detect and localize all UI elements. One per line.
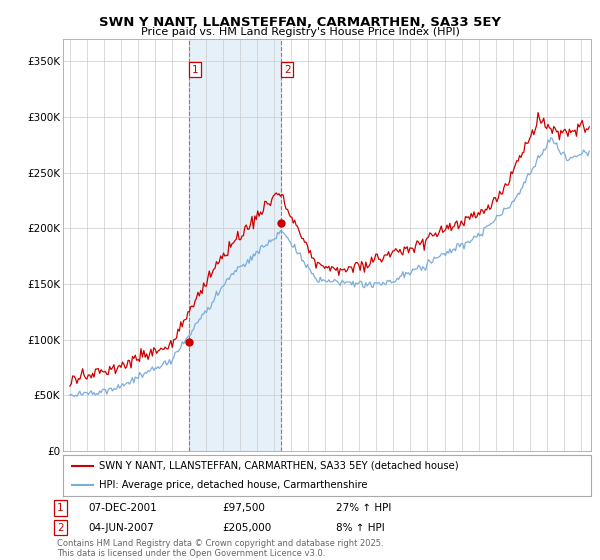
Text: 27% ↑ HPI: 27% ↑ HPI <box>336 503 391 513</box>
Text: 1: 1 <box>191 65 198 75</box>
Text: SWN Y NANT, LLANSTEFFAN, CARMARTHEN, SA33 5EY (detached house): SWN Y NANT, LLANSTEFFAN, CARMARTHEN, SA3… <box>99 461 458 471</box>
Text: 2: 2 <box>57 522 64 533</box>
Text: HPI: Average price, detached house, Carmarthenshire: HPI: Average price, detached house, Carm… <box>99 479 367 489</box>
Text: £97,500: £97,500 <box>222 503 265 513</box>
Text: 2: 2 <box>284 65 290 75</box>
Text: 8% ↑ HPI: 8% ↑ HPI <box>336 522 385 533</box>
Text: Price paid vs. HM Land Registry's House Price Index (HPI): Price paid vs. HM Land Registry's House … <box>140 27 460 37</box>
Text: Contains HM Land Registry data © Crown copyright and database right 2025.
This d: Contains HM Land Registry data © Crown c… <box>57 539 383 558</box>
Text: £205,000: £205,000 <box>222 522 271 533</box>
Text: 07-DEC-2001: 07-DEC-2001 <box>89 503 158 513</box>
Text: 1: 1 <box>57 503 64 513</box>
Text: SWN Y NANT, LLANSTEFFAN, CARMARTHEN, SA33 5EY: SWN Y NANT, LLANSTEFFAN, CARMARTHEN, SA3… <box>99 16 501 29</box>
Bar <box>189 39 281 451</box>
Text: 04-JUN-2007: 04-JUN-2007 <box>89 522 155 533</box>
